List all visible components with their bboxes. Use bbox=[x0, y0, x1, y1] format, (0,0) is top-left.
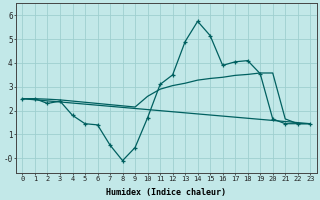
X-axis label: Humidex (Indice chaleur): Humidex (Indice chaleur) bbox=[106, 188, 226, 197]
